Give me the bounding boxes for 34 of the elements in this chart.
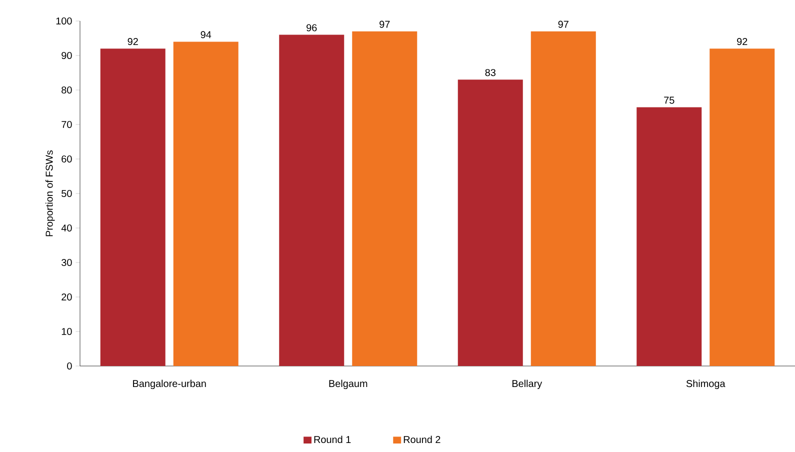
bar [279, 34, 344, 366]
y-tick-label: 80 [62, 86, 72, 94]
y-tick-label: 20 [62, 293, 72, 301]
bar [636, 107, 702, 366]
bar [710, 48, 775, 366]
bar [352, 31, 418, 366]
y-tick-label: 10 [62, 328, 72, 336]
y-tick-label: 50 [62, 190, 72, 198]
legend-label: Round 1 [314, 436, 351, 444]
x-tick-label: Bangalore-urban [133, 380, 206, 390]
y-tick-label: 90 [62, 52, 72, 60]
data-label: 92 [737, 38, 748, 46]
data-label: 97 [380, 20, 390, 28]
y-tick-label: 70 [62, 120, 72, 128]
y-tick-label: 0 [67, 362, 72, 370]
data-label: 94 [200, 31, 212, 38]
x-tick-label: Belgaum [329, 380, 368, 390]
y-axis-title: Proportion of FSWs [45, 150, 55, 236]
bar [458, 80, 523, 366]
x-tick-label: Bellary [512, 380, 542, 390]
bar [173, 42, 238, 366]
data-label: 96 [306, 24, 317, 32]
y-tick-label: 30 [62, 258, 72, 266]
y-tick-label: 40 [61, 224, 72, 232]
y-tick-label: 100 [56, 17, 72, 25]
bar [530, 31, 596, 366]
data-label: 83 [485, 69, 496, 76]
data-label: 75 [664, 96, 674, 104]
y-tick-label: 60 [62, 155, 72, 163]
data-label: 92 [128, 38, 138, 46]
data-label: 97 [558, 20, 568, 28]
legend-label: Round 2 [404, 436, 440, 444]
x-tick-label: Shimoga [686, 380, 726, 390]
bar [100, 48, 166, 366]
